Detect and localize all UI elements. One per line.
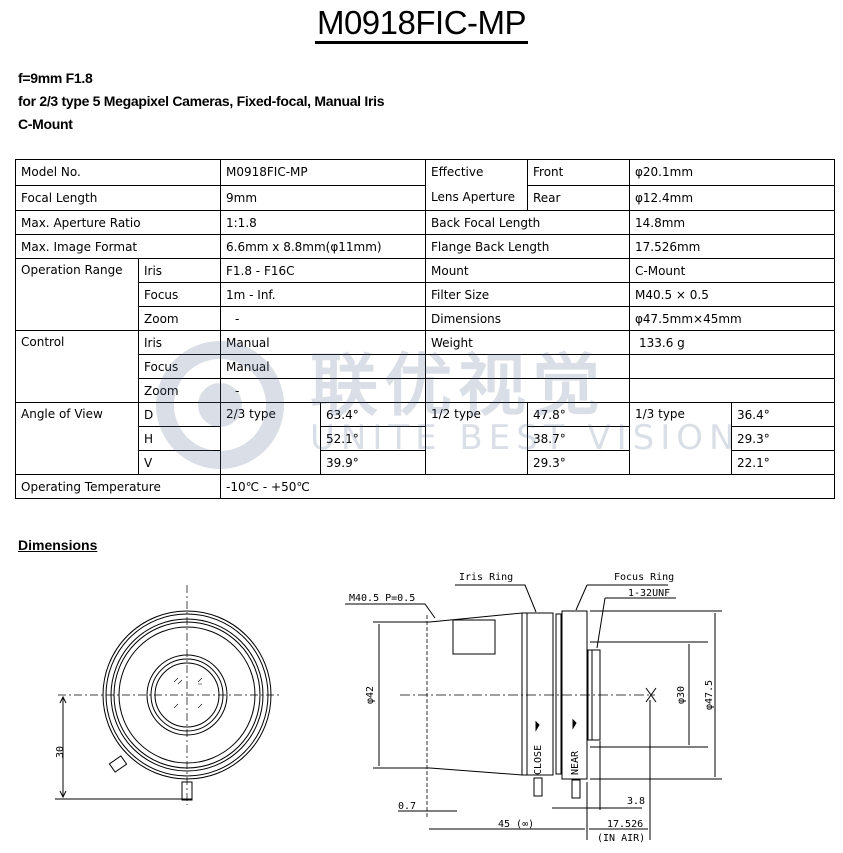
length-45-label: 45 (∞) — [498, 819, 534, 830]
empty-cell — [629, 378, 835, 403]
value-filter: M40.5 × 0.5 — [629, 282, 835, 307]
focus-ring-label: Focus Ring — [614, 572, 674, 583]
aov-1-2-v: 29.3° — [527, 450, 630, 475]
label-control: Control — [15, 330, 139, 403]
label-dimensions: Dimensions — [425, 306, 630, 331]
subtitle-focal: f=9mm F1.8 — [18, 70, 93, 86]
label-front: Front — [527, 159, 630, 186]
label-mount: Mount — [425, 258, 630, 283]
aov-1-3-d: 36.4° — [731, 402, 835, 427]
label-bfl: Back Focal Length — [425, 210, 630, 235]
aov-2-3-d: 63.4° — [320, 402, 426, 427]
front-view-drawing: 30 — [55, 585, 280, 805]
label-weight: Weight — [425, 330, 630, 355]
dimensions-heading: Dimensions — [18, 537, 98, 553]
label-format: Max. Image Format — [15, 234, 221, 259]
iris-ring-label: Iris Ring — [459, 572, 513, 583]
label-op-zoom: Zoom — [138, 306, 221, 331]
aov-2-3-v: 39.9° — [320, 450, 426, 475]
label-effective: Effective — [431, 165, 484, 179]
front-view-height-label: 30 — [55, 746, 66, 758]
value-bfl: 14.8mm — [629, 210, 835, 235]
in-air-label: (IN AIR) — [597, 833, 645, 844]
label-focal: Focal Length — [15, 184, 221, 211]
value-mount: C-Mount — [629, 258, 835, 283]
empty-cell — [425, 354, 630, 379]
value-format: 6.6mm x 8.8mm(φ11mm) — [220, 234, 426, 259]
value-focal: 9mm — [220, 184, 426, 211]
aov-type-1-2: 1/2 type — [425, 402, 528, 475]
value-aperture: 1:1.8 — [220, 210, 426, 235]
page-title: M0918FIC-MP — [0, 4, 843, 44]
subtitle-mount: C-Mount — [18, 116, 73, 132]
label-op-iris: Iris — [138, 258, 221, 283]
subtitle-description: for 2/3 type 5 Megapixel Cameras, Fixed-… — [18, 93, 385, 109]
diameter-42-label: φ42 — [365, 686, 376, 704]
label-ctl-zoom: Zoom — [138, 378, 221, 403]
length-17-526-label: 17.526 — [607, 819, 643, 830]
side-view-drawing: M40.5 P=0.5 Iris Ring Focus Ring 1-32UNF… — [345, 572, 722, 844]
title-text: M0918FIC-MP — [314, 4, 529, 44]
diameter-30-label: φ30 — [676, 686, 687, 704]
length-0-7-label: 0.7 — [398, 801, 416, 812]
label-h: H — [138, 426, 221, 451]
spec-table: Model No. M0918FIC-MP Effective Lens Aper… — [15, 159, 835, 499]
thread-label: M40.5 P=0.5 — [349, 593, 415, 604]
label-model: Model No. — [15, 159, 221, 186]
aov-1-3-v: 22.1° — [731, 450, 835, 475]
value-rear: φ12.4mm — [629, 184, 835, 211]
close-label: CLOSE — [533, 745, 544, 775]
label-lens-aperture: Lens Aperture — [431, 190, 516, 204]
near-label: NEAR — [570, 750, 581, 775]
diameter-47-label: φ47.5 — [704, 680, 715, 710]
mount-thread-label: 1-32UNF — [628, 588, 670, 599]
aov-type-1-3: 1/3 type — [629, 402, 732, 475]
value-op-zoom: - — [220, 306, 426, 331]
label-rear: Rear — [527, 184, 630, 211]
value-temperature: -10℃ - +50℃ — [220, 474, 835, 499]
label-aperture: Max. Aperture Ratio — [15, 210, 221, 235]
label-ctl-focus: Focus — [138, 354, 221, 379]
label-effective-aperture: Effective Lens Aperture — [425, 159, 528, 211]
length-3-8-label: 3.8 — [627, 796, 645, 807]
label-angle-of-view: Angle of View — [15, 402, 139, 475]
value-ctl-iris: Manual — [220, 330, 426, 355]
value-op-iris: F1.8 - F16C — [220, 258, 426, 283]
label-operation-range: Operation Range — [15, 258, 139, 331]
label-temperature: Operating Temperature — [15, 474, 221, 499]
value-front: φ20.1mm — [629, 159, 835, 186]
